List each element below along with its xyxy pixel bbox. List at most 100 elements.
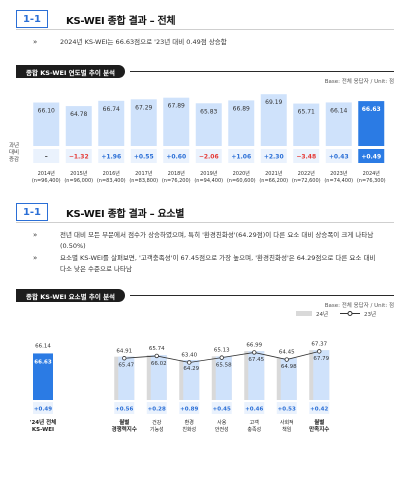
bar [260, 94, 287, 146]
x-tick-label: (n=96,400) [32, 178, 61, 184]
bar-value-label-24: 64.29 [183, 366, 199, 372]
summary-value-24: 66.63 [34, 359, 52, 365]
bar-value-label: 66.10 [38, 108, 55, 115]
legend-label-23: 23년 [364, 310, 376, 318]
x-tick-label: 환경 [185, 419, 194, 426]
change-label: −2.06 [199, 154, 219, 161]
bullet-text: 다소 낮은 수준으로 나타남 [60, 265, 132, 273]
row-label: 증감 [9, 156, 19, 163]
bullet-text: 전년 대비 모든 부문에서 점수가 상승하였으며, 특히 '환경친화성'(64.… [60, 231, 374, 239]
x-tick-label: 책임 [282, 426, 291, 433]
change-label: +2.30 [264, 154, 284, 161]
change-cell [179, 402, 200, 414]
summary-category-label: '24년 전체 [30, 418, 56, 426]
change-label: +0.53 [278, 407, 296, 413]
bar-value-label-24: 66.02 [151, 361, 167, 367]
bar-value-label-24: 65.58 [216, 362, 232, 368]
point-23 [284, 357, 289, 362]
change-label: −3.48 [296, 154, 316, 161]
x-tick-label: (n=76,300) [357, 178, 386, 184]
section2-divider [16, 222, 394, 223]
x-tick-label: 2023년 [330, 170, 348, 177]
section1-header: 1-1 KS-WEI 종합 결과 – 전체 [16, 9, 176, 29]
point-value-label-23: 66.99 [246, 342, 262, 348]
x-tick-label: 기능성 [150, 426, 164, 433]
change-cell [211, 402, 232, 414]
x-tick-label: 2021년 [265, 170, 283, 177]
change-cell [65, 149, 92, 163]
chart2-title-rule [130, 295, 394, 296]
bar-value-label: 65.71 [298, 109, 315, 116]
summary-change-cell [33, 402, 53, 414]
bar-value-label: 66.89 [233, 105, 250, 112]
x-tick-label: 2022년 [298, 170, 316, 177]
bar-value-label: 66.14 [330, 107, 347, 114]
point-23 [187, 360, 192, 365]
change-cell [195, 149, 222, 163]
section2-bullet-2: » 요소별 KS-WEI를 살펴보면, '고객충족성'이 67.45점으로 가장… [33, 253, 375, 264]
section1-bullet: » 2024년 KS-WEI는 66.63점으로 '23년 대비 0.49점 상… [33, 37, 227, 48]
point-23 [122, 356, 127, 361]
bullet-mark: » [33, 254, 38, 262]
bar [98, 100, 125, 146]
change-label: +0.55 [134, 154, 154, 161]
bar-value-label: 66.63 [362, 106, 381, 113]
change-label: +0.28 [148, 407, 166, 413]
bar-24 [150, 355, 167, 400]
x-tick-label: 충족성 [247, 426, 261, 433]
change-cell [276, 402, 297, 414]
section1-divider [16, 29, 394, 30]
bar-24 [280, 358, 297, 400]
x-tick-label: (n=76,200) [162, 178, 191, 184]
legend-label-24: 24년 [316, 310, 328, 318]
x-tick-label: 2014년 [38, 170, 56, 177]
chart1-base-note: Base: 전체 응답자 / Unit: 점 [324, 79, 394, 85]
bar [163, 97, 190, 146]
change-cell [114, 402, 135, 414]
bar-24 [118, 356, 135, 400]
point-23 [317, 349, 322, 354]
x-tick-label: 2019년 [200, 170, 218, 177]
chart2-title-pill: 종합 KS-WEI 요소별 추이 분석 [16, 289, 126, 302]
x-tick-label: 2018년 [168, 170, 186, 177]
change-label: +0.60 [166, 154, 186, 161]
bar [228, 100, 255, 146]
x-tick-label: 월별 [314, 418, 324, 426]
bar-value-label-24: 67.45 [248, 357, 264, 363]
bar-value-label: 67.29 [135, 104, 152, 111]
x-tick-label: 친화성 [182, 426, 196, 433]
x-tick-label: 안전성 [215, 426, 229, 433]
bar-24 [248, 351, 265, 400]
x-tick-label: (n=66,200) [259, 178, 288, 184]
bar [130, 99, 157, 146]
x-tick-label: (n=83,800) [129, 178, 158, 184]
bar-value-label-24: 65.47 [118, 363, 134, 369]
bar-value-label: 67.89 [168, 103, 185, 110]
point-23 [219, 355, 224, 360]
change-label: +0.46 [245, 407, 263, 413]
point-value-label-23: 65.74 [149, 346, 165, 352]
point-value-label-23: 67.37 [311, 341, 327, 347]
x-tick-label: (n=60,600) [227, 178, 256, 184]
x-tick-label: 사용 [217, 419, 227, 426]
section2-bullet-1-cont: (0.50%) [60, 241, 86, 252]
change-label: +0.42 [310, 407, 328, 413]
x-tick-label: 고객 [250, 419, 260, 426]
bar-24 [313, 350, 330, 400]
point-23 [154, 353, 159, 359]
point-23 [252, 350, 257, 355]
x-tick-label: 2016년 [103, 170, 121, 177]
change-cell [228, 149, 255, 163]
bullet-text: 2024년 KS-WEI는 66.63점으로 '23년 대비 0.49점 상승함 [60, 38, 227, 46]
bar [195, 103, 222, 146]
change-cell [98, 149, 125, 163]
change-cell [309, 402, 330, 414]
point-value-label-23: 64.91 [116, 348, 132, 354]
bullet-text: (0.50%) [60, 242, 86, 250]
change-cell [293, 149, 320, 163]
x-tick-label: 건강 [152, 419, 162, 426]
change-cell [325, 149, 352, 163]
bar-value-label: 65.83 [200, 108, 217, 115]
x-tick-label: (n=96,000) [64, 178, 93, 184]
